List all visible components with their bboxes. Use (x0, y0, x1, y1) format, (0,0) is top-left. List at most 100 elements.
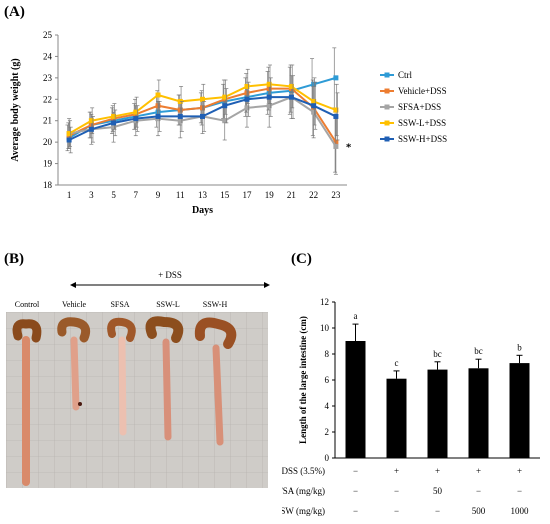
data-point (333, 143, 339, 149)
table-cell: 1000 (511, 506, 530, 516)
y-tick-label: 8 (325, 349, 330, 359)
table-cell: − (476, 486, 481, 496)
table-cell: 50 (433, 486, 443, 496)
data-point (266, 81, 272, 87)
y-axis-title: Length of the large intestine (cm) (298, 316, 308, 444)
legend-label: SFSA+DSS (398, 102, 441, 112)
table-cell: + (435, 466, 440, 476)
y-tick-label: 2 (325, 427, 330, 437)
bar (468, 368, 489, 458)
y-tick-label: 4 (325, 401, 330, 411)
y-tick-label: 23 (43, 73, 53, 83)
data-point (333, 113, 339, 119)
data-point (288, 94, 294, 100)
data-point (177, 113, 183, 119)
legend-label: SSW-L+DSS (398, 118, 446, 128)
data-point (288, 83, 294, 89)
table-cell: − (435, 506, 440, 516)
series-ssw-h-dss (66, 75, 340, 154)
data-point (222, 94, 228, 100)
table-row-label: SSW (mg/kg) (282, 506, 325, 516)
intestine-photo-drawing (6, 312, 268, 488)
photo-label-control: Control (14, 300, 40, 309)
x-tick-label: 5 (111, 190, 116, 200)
legend-label: SSW-H+DSS (398, 134, 447, 144)
data-point (155, 92, 161, 98)
data-point (88, 126, 94, 132)
intestine-photo (6, 312, 268, 488)
data-point (244, 96, 250, 102)
bar (509, 363, 530, 458)
panel-b-label: (B) (4, 251, 24, 267)
legend-swatch-marker (384, 88, 390, 94)
data-point (200, 96, 205, 102)
table-cell: − (394, 506, 399, 516)
data-point (133, 109, 139, 115)
y-tick-label: 20 (43, 137, 53, 147)
table-cell: − (394, 486, 399, 496)
table-cell: − (353, 466, 358, 476)
legend-swatch-marker (384, 72, 390, 78)
legend-label: Ctrl (398, 70, 413, 80)
vehicle-blood-spot (78, 402, 82, 406)
panel-c-label: (C) (291, 251, 312, 267)
data-point (111, 124, 117, 130)
intestine-ssw-h-colon (212, 344, 224, 446)
table-row-label: SFSA (mg/kg) (282, 486, 325, 496)
intestine-ssw-l-colon (162, 338, 172, 441)
data-point (88, 118, 94, 124)
table-cell: − (353, 486, 358, 496)
table-cell: − (353, 506, 358, 516)
table-cell: + (476, 466, 481, 476)
x-tick-label: 22 (309, 190, 318, 200)
data-point (311, 103, 317, 109)
y-tick-label: 12 (320, 297, 329, 307)
data-point (222, 103, 228, 109)
data-point (311, 98, 317, 104)
y-tick-label: 10 (320, 323, 330, 333)
table-cell: + (394, 466, 399, 476)
bar (427, 369, 448, 458)
legend-label: Vehicle+DSS (398, 86, 447, 96)
y-tick-label: 21 (43, 116, 52, 126)
intestine-length-bar-chart: 0 2 4 6 8 10 12 Length of the large intestine (… (282, 297, 540, 516)
photo-label-sfsa: SFSA (110, 300, 130, 309)
y-tick-label: 25 (43, 30, 53, 40)
intestine-sfsa-colon (118, 336, 127, 436)
table-row-label: DSS (3.5%) (282, 466, 325, 476)
data-point (244, 105, 250, 111)
intestine-vehicle-colon (70, 336, 80, 411)
y-tick-label: 0 (325, 453, 330, 463)
data-point (311, 81, 317, 87)
data-point (111, 113, 117, 119)
intestine-ssw-h (194, 317, 237, 349)
significance-letter: bc (474, 346, 483, 356)
data-point (177, 118, 183, 124)
photo-label-vehicle: Vehicle (62, 300, 86, 309)
bar (386, 378, 407, 458)
x-tick-label: 3 (89, 190, 94, 200)
x-tick-label: 13 (198, 190, 208, 200)
significance-letter: bc (433, 349, 442, 359)
dss-group-label: + DSS (70, 270, 270, 292)
y-tick-label: 19 (43, 159, 53, 169)
data-point (155, 113, 161, 119)
x-tick-label: 9 (156, 190, 161, 200)
legend-swatch-marker (384, 120, 390, 126)
dss-label: + DSS (158, 270, 182, 280)
x-tick-label: 1 (67, 190, 72, 200)
x-tick-label: 11 (176, 190, 185, 200)
data-point (111, 120, 117, 126)
intestine-ssw-l (145, 316, 184, 343)
x-tick-label: 21 (287, 190, 296, 200)
intestine-control (12, 319, 42, 343)
data-point (200, 113, 205, 119)
x-tick-label: 19 (265, 190, 275, 200)
y-axis-title: Average body weight (g) (10, 58, 21, 161)
x-tick-label: 15 (220, 190, 230, 200)
x-tick-label: 17 (242, 190, 252, 200)
y-tick-label: 24 (43, 51, 53, 61)
dss-arrow (70, 282, 270, 288)
table-cell: − (517, 486, 522, 496)
